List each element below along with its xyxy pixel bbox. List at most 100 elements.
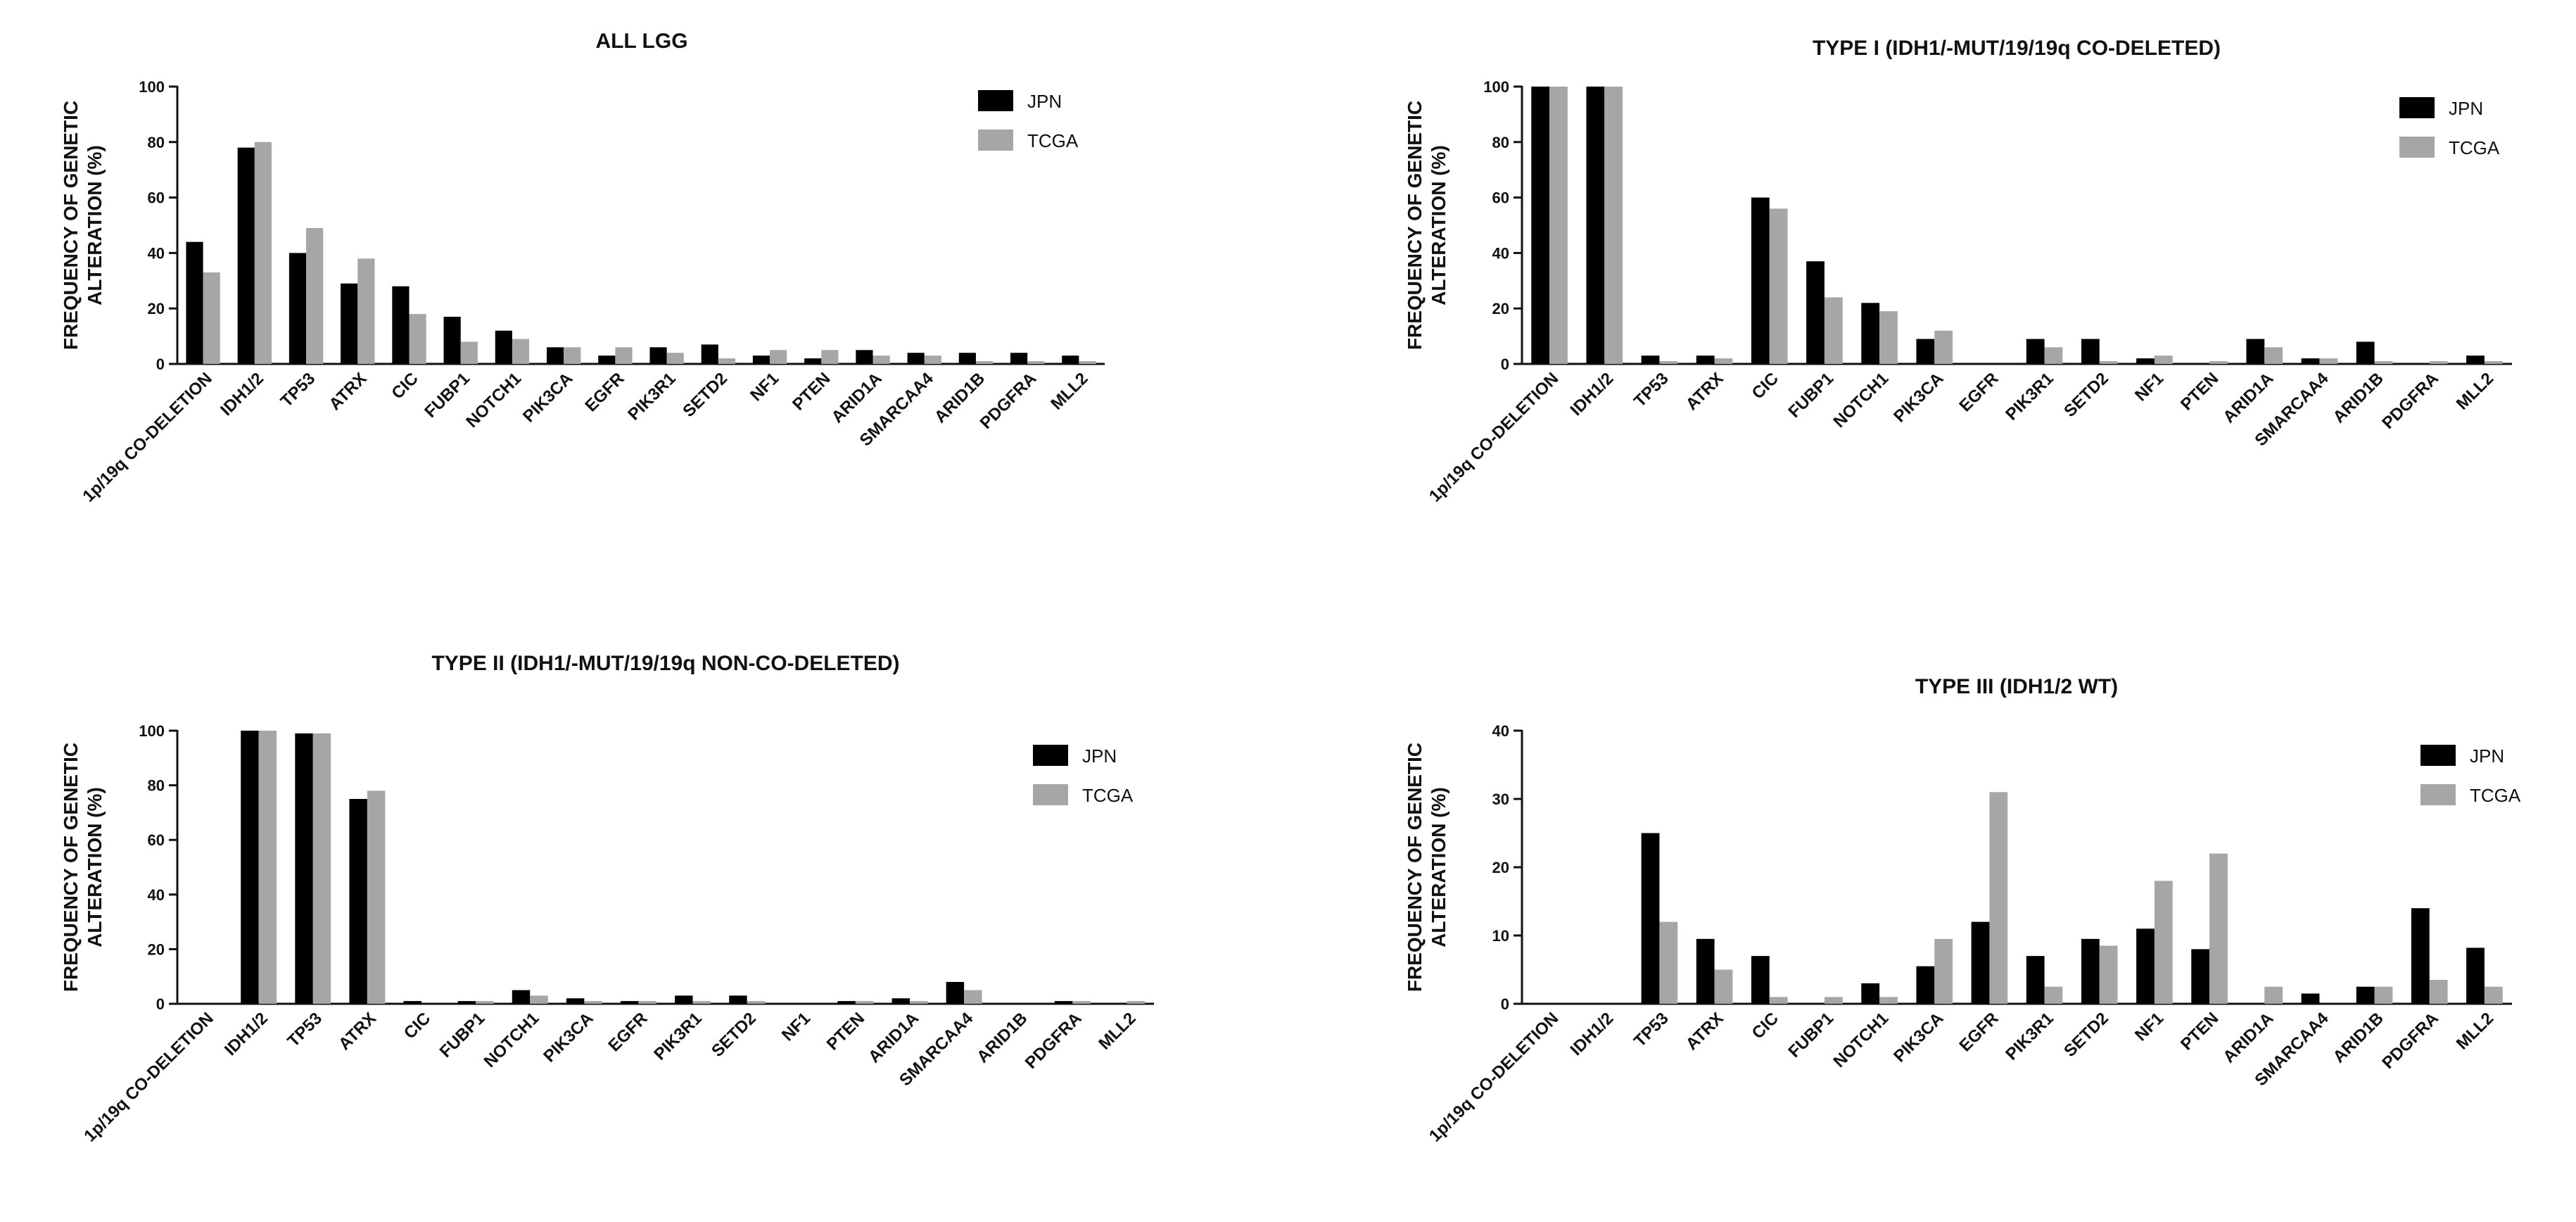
x-tick-label: PDGFRA bbox=[1022, 1009, 1086, 1073]
bar-jpn-setd2 bbox=[701, 344, 718, 364]
bar-tcga-mll2 bbox=[1079, 361, 1096, 364]
bar-tcga-pdgfra bbox=[1027, 361, 1045, 364]
bar-tcga-mll2 bbox=[2484, 361, 2503, 364]
bar-tcga-egfr bbox=[615, 347, 633, 364]
bar-tcga-notch1 bbox=[1879, 311, 1898, 364]
y-tick-label: 0 bbox=[156, 995, 165, 1013]
x-tick-label: PTEN bbox=[823, 1009, 868, 1054]
x-tick-label: SETD2 bbox=[708, 1009, 760, 1061]
bar-jpn-atrx bbox=[1696, 355, 1715, 364]
x-tick-label: 1p/19q CO-DELETION bbox=[1426, 369, 1562, 505]
bar-jpn-arid1a bbox=[892, 998, 910, 1004]
bar-tcga-pdgfra bbox=[1072, 1001, 1091, 1004]
bar-tcga-notch1 bbox=[512, 339, 530, 364]
y-tick-label: 60 bbox=[1492, 189, 1509, 207]
x-tick-label: NF1 bbox=[747, 369, 782, 405]
x-tick-label: NOTCH1 bbox=[462, 369, 525, 432]
x-tick-label: PDGFRA bbox=[2378, 369, 2442, 433]
x-tick-label: PTEN bbox=[2177, 369, 2222, 414]
bar-jpn-pik3ca bbox=[1916, 339, 1935, 364]
bar-tcga-pik3r1 bbox=[2044, 347, 2063, 364]
bar-tcga-pten bbox=[2209, 361, 2228, 364]
x-tick-label: FUBP1 bbox=[1784, 369, 1837, 422]
bar-jpn-mll2 bbox=[2466, 947, 2485, 1004]
bar-tcga-smarcaa4 bbox=[964, 990, 982, 1004]
bar-jpn-atrx bbox=[1696, 938, 1715, 1004]
bar-jpn-setd2 bbox=[2081, 339, 2100, 364]
y-tick-label: 80 bbox=[1492, 134, 1509, 151]
x-tick-label: CIC bbox=[400, 1009, 434, 1043]
x-tick-label: EGFR bbox=[1955, 369, 2002, 415]
bar-tcga-cic bbox=[409, 314, 426, 364]
x-tick-label: TP53 bbox=[277, 369, 319, 411]
chart-panel-4: TYPE III (IDH1/2 WT) FREQUENCY OF GENETIC… bbox=[1404, 675, 2521, 1146]
bar-tcga-pten bbox=[855, 1001, 874, 1004]
x-tick-label: NF1 bbox=[778, 1009, 814, 1045]
x-tick-label: IDH1/2 bbox=[221, 1009, 272, 1059]
bar-jpn-arid1a bbox=[856, 350, 873, 364]
bar-tcga-nf1 bbox=[2154, 355, 2173, 364]
bar-tcga-atrx bbox=[357, 258, 375, 364]
y-tick-label: 20 bbox=[1492, 859, 1509, 876]
x-tick-label: PTEN bbox=[789, 369, 834, 414]
bar-tcga-pik3r1 bbox=[692, 1001, 711, 1004]
bar-tcga-pik3ca bbox=[584, 1001, 602, 1004]
x-tick-label: ATRX bbox=[1682, 369, 1727, 414]
y-tick-label: 20 bbox=[1492, 300, 1509, 317]
bar-tcga-arid1a bbox=[2264, 347, 2283, 364]
x-tick-label: FUBP1 bbox=[1784, 1009, 1837, 1062]
y-axis-label-line-1: FREQUENCY OF GENETIC bbox=[1404, 101, 1426, 350]
x-tick-label: 1p/19q CO-DELETION bbox=[79, 369, 215, 505]
bar-tcga-atrx bbox=[1714, 969, 1733, 1004]
bar-tcga-pik3ca bbox=[1934, 330, 1953, 364]
x-tick-label: MLL2 bbox=[1095, 1009, 1139, 1053]
y-tick-label: 40 bbox=[148, 886, 165, 904]
legend-swatch-jpn bbox=[978, 90, 1013, 111]
bar-tcga-egfr bbox=[638, 1001, 656, 1004]
bar-tcga-idh1-2 bbox=[254, 141, 272, 365]
y-axis-label-line-1: FREQUENCY OF GENETIC bbox=[1404, 743, 1426, 992]
bar-tcga-tp53 bbox=[1659, 921, 1678, 1004]
legend-swatch-tcga bbox=[2420, 784, 2456, 805]
bar-jpn-tp53 bbox=[288, 253, 307, 364]
chart-title: TYPE III (IDH1/2 WT) bbox=[1915, 675, 2118, 698]
x-tick-label: 1p/19q CO-DELETION bbox=[80, 1009, 217, 1145]
bar-jpn-atrx bbox=[341, 283, 358, 364]
bar-tcga-notch1 bbox=[530, 995, 548, 1004]
bar-tcga-tp53 bbox=[312, 733, 331, 1004]
bar-jpn-smarcaa4 bbox=[907, 353, 925, 364]
bar-tcga-1p-19q-co-deletion bbox=[203, 272, 220, 364]
legend-swatch-tcga bbox=[1033, 784, 1068, 805]
bar-tcga-setd2 bbox=[2099, 361, 2118, 364]
x-tick-label: CIC bbox=[1749, 1009, 1782, 1043]
bar-jpn-setd2 bbox=[729, 995, 747, 1004]
bar-tcga-setd2 bbox=[2099, 945, 2118, 1004]
bar-jpn-pdgfra bbox=[1010, 353, 1028, 364]
bar-jpn-cic bbox=[1751, 956, 1770, 1004]
x-tick-label: PIK3R1 bbox=[624, 369, 680, 424]
x-tick-label: FUBP1 bbox=[421, 369, 474, 422]
bar-tcga-fubp1 bbox=[476, 1001, 494, 1004]
bar-tcga-fubp1 bbox=[1824, 997, 1843, 1004]
chart-title: TYPE II (IDH1/-MUT/19/19q NON-CO-DELETED… bbox=[431, 652, 899, 675]
legend-label-jpn: JPN bbox=[2470, 745, 2504, 767]
legend-swatch-jpn bbox=[1033, 745, 1068, 766]
legend-label-tcga: TCGA bbox=[1082, 785, 1134, 806]
legend-label-jpn: JPN bbox=[1027, 91, 1062, 112]
bar-jpn-idh1-2 bbox=[241, 731, 259, 1004]
bar-jpn-egfr bbox=[1971, 921, 1990, 1004]
x-tick-label: PIK3CA bbox=[1890, 369, 1947, 426]
legend-swatch-tcga bbox=[2399, 137, 2435, 158]
x-tick-label: PIK3R1 bbox=[650, 1009, 706, 1064]
legend-label-tcga: TCGA bbox=[1027, 130, 1079, 151]
bar-tcga-tp53 bbox=[1659, 361, 1678, 364]
bar-jpn-notch1 bbox=[512, 990, 531, 1004]
bar-tcga-cic bbox=[1769, 997, 1788, 1004]
bar-jpn-nf1 bbox=[752, 355, 770, 364]
x-tick-label: SETD2 bbox=[2060, 1009, 2112, 1061]
bar-jpn-idh1-2 bbox=[237, 147, 255, 364]
bar-tcga-setd2 bbox=[747, 1001, 766, 1004]
bar-jpn-egfr bbox=[598, 355, 616, 364]
y-tick-label: 10 bbox=[1492, 927, 1509, 945]
